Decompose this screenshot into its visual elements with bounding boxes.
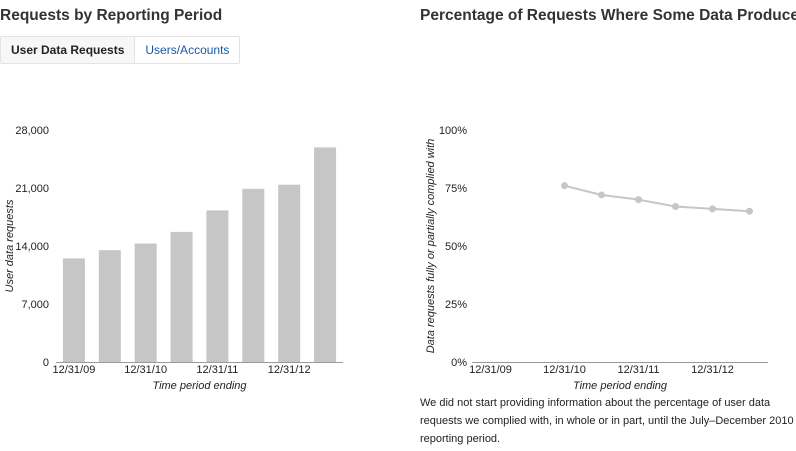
- line-chart-y-tick-label: 25%: [445, 299, 467, 311]
- bar-chart-x-tick-label: 12/31/09: [53, 364, 96, 376]
- line-chart-x-axis-label: Time period ending: [573, 380, 668, 392]
- bar-3: [134, 243, 157, 362]
- line-point-3: [635, 196, 642, 204]
- bar-chart-x-tick-label: 12/31/11: [196, 364, 238, 376]
- bar-chart-y-tick-label: 21,000: [15, 183, 49, 195]
- bar-chart-y-tick-label: 0: [43, 357, 49, 369]
- bar-8: [314, 147, 337, 362]
- line-point-5: [709, 205, 716, 213]
- bar-chart-x-tick-label: 12/31/10: [124, 364, 167, 376]
- line-chart-y-tick-label: 0%: [451, 357, 467, 369]
- bar-chart-title: Requests by Reporting Period: [0, 7, 223, 24]
- line-chart-x-tick-label: 12/31/11: [617, 364, 659, 376]
- request-type-tabs: User Data Requests Users/Accounts: [0, 36, 241, 64]
- bar-5: [206, 210, 229, 362]
- bar-2: [98, 250, 121, 362]
- line-point-1: [561, 182, 568, 190]
- line-chart-y-tick-label: 100%: [439, 125, 467, 137]
- line-point-4: [672, 203, 679, 211]
- compliance-line: [564, 184, 750, 213]
- line-chart-y-axis-label: Data requests fully or partially complie…: [425, 139, 437, 354]
- line-point-6: [746, 207, 753, 215]
- bar-6: [242, 188, 265, 362]
- line-chart-title: Percentage of Requests Where Some Data P…: [420, 7, 796, 24]
- line-chart-y-tick-label: 75%: [445, 183, 467, 195]
- bar-1: [62, 258, 85, 362]
- line-chart-x-tick-label: 12/31/10: [543, 364, 586, 376]
- tab-users-accounts[interactable]: Users/Accounts: [145, 43, 230, 57]
- tab-user-data-requests[interactable]: User Data Requests: [1, 37, 136, 63]
- line-point-2: [598, 191, 605, 199]
- bar-chart-x-axis-label: Time period ending: [152, 380, 247, 392]
- bar-7: [278, 184, 301, 362]
- bar-chart-y-tick-label: 14,000: [15, 241, 49, 253]
- bar-chart-y-tick-label: 7,000: [21, 299, 49, 311]
- line-chart-x-tick-label: 12/31/09: [469, 364, 512, 376]
- bar-4: [170, 231, 193, 362]
- line-chart-x-tick-label: 12/31/12: [691, 364, 734, 376]
- bar-chart-y-axis-label: User data requests: [4, 199, 16, 292]
- bar-chart-x-tick-label: 12/31/12: [268, 364, 311, 376]
- footnote: We did not start providing information a…: [420, 397, 794, 445]
- bar-chart-y-tick-label: 28,000: [15, 125, 49, 137]
- line-chart-y-tick-label: 50%: [445, 241, 467, 253]
